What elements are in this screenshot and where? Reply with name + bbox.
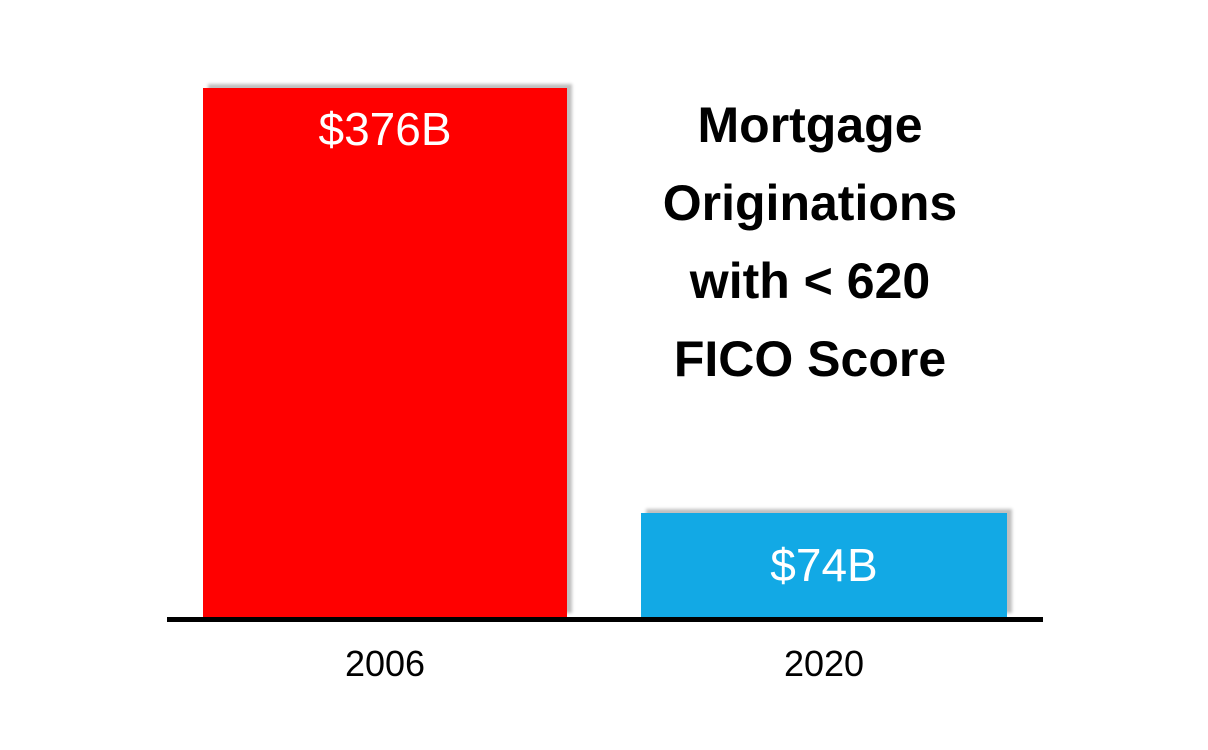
chart-title-line-1: Mortgage (697, 97, 923, 153)
chart-title-line-4: FICO Score (673, 331, 947, 387)
chart-title: Mortgage Originations with < 620 FICO Sc… (595, 86, 1025, 398)
x-axis-line (167, 617, 1043, 622)
chart-title-line-2: Originations (662, 175, 958, 231)
axis-label-2006: 2006 (344, 643, 426, 684)
bar-2006[interactable]: $376B (203, 88, 567, 617)
bar-2020[interactable]: $74B (641, 513, 1007, 617)
bar-value-label-2006: $376B (318, 103, 452, 155)
axis-label-2020: 2020 (783, 643, 865, 684)
chart-title-line-3: with < 620 (689, 253, 931, 309)
bar-value-label-2020: $74B (770, 539, 878, 591)
